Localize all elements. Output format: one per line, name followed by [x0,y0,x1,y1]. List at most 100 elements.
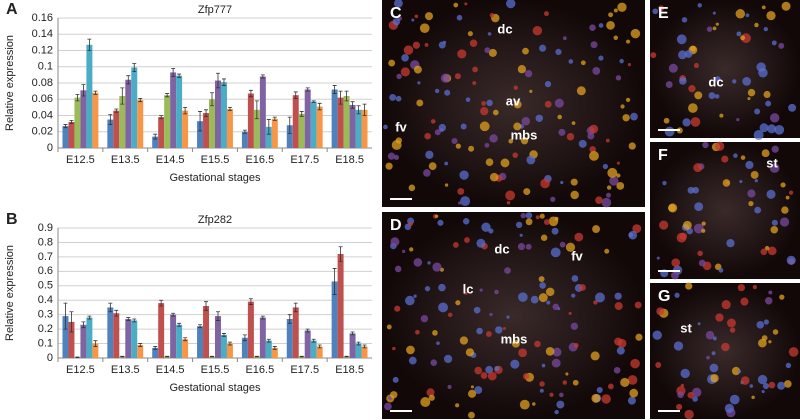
panel-letter: C [390,5,402,22]
cell [726,239,735,248]
cell [602,163,609,170]
error-bar [254,355,259,358]
cell [740,155,746,160]
cell [616,182,625,190]
cell [457,187,465,195]
bar [80,90,87,148]
cell [737,283,746,292]
cell [392,376,399,383]
bar [220,82,227,148]
cell [616,346,625,355]
region-label: st [680,320,692,335]
cell [474,366,483,375]
bar [182,110,189,148]
cell [670,271,680,280]
cell [765,100,772,107]
error-bar [132,318,137,323]
error-bar [242,334,247,342]
cell [544,81,552,88]
error-bar [350,331,355,336]
cell [742,77,752,86]
x-tick-label: E15.5 [201,364,230,376]
cell [595,292,605,303]
cell [489,172,499,182]
x-axis-label: Gestational stages [169,382,261,394]
cell [715,141,725,151]
cell [510,359,520,369]
cell [417,81,421,85]
cell [525,212,533,219]
cell [479,121,490,132]
cell [485,365,494,374]
cell [761,5,766,10]
bar [158,117,165,148]
cell [780,182,786,188]
panel-letter: B [6,211,18,228]
error-bar [362,103,367,116]
bar [170,314,177,358]
region-label: av [506,93,521,108]
y-axis-label: Relative expression [4,35,16,131]
cell [680,383,685,388]
cell [783,380,792,388]
cell [523,188,531,196]
cell [554,409,559,415]
error-bar [165,93,170,98]
cell [726,318,736,328]
cell [568,311,572,315]
cell [750,171,759,179]
cell [676,403,683,411]
bar [170,72,177,148]
cell [715,22,719,26]
bar [292,95,299,148]
cell [481,222,491,232]
x-tick-label: E14.5 [156,364,185,376]
cell [543,219,550,226]
cell [590,351,600,361]
x-tick-label: E12.5 [66,154,95,166]
cell [589,151,599,161]
micrograph [382,212,645,419]
cell [485,331,492,337]
cell [659,220,669,230]
error-bar [215,311,220,321]
x-tick-label: E17.5 [290,154,319,166]
cell [408,356,417,365]
y-tick-label: 0.06 [32,93,53,105]
cell [779,217,790,227]
cell [628,230,638,240]
cell [403,45,414,55]
cell [781,206,789,214]
cell [393,0,403,8]
error-bar [260,74,265,79]
cell [464,2,468,6]
cell [668,204,676,212]
cell [451,137,458,145]
cell [630,112,638,121]
cell [393,154,400,161]
error-bar [204,301,209,311]
cell [513,85,518,90]
bar [226,343,233,358]
y-tick-label: 0.6 [38,265,53,277]
cell [729,327,736,333]
bar [215,80,221,148]
error-bar [177,73,182,78]
cell [676,34,687,45]
cell [748,200,754,207]
cell [688,103,698,113]
cell [539,381,545,387]
panel-letter: A [6,1,18,18]
bar [310,340,317,358]
cell [656,256,660,260]
cell [580,60,586,66]
cell [396,73,402,80]
region-label: lc [463,281,474,296]
panel-letter: D [390,217,402,234]
error-bar [108,302,113,313]
cell [546,300,551,305]
cell [416,99,424,107]
cell [543,11,549,17]
cell [447,384,452,389]
bar [241,131,248,148]
